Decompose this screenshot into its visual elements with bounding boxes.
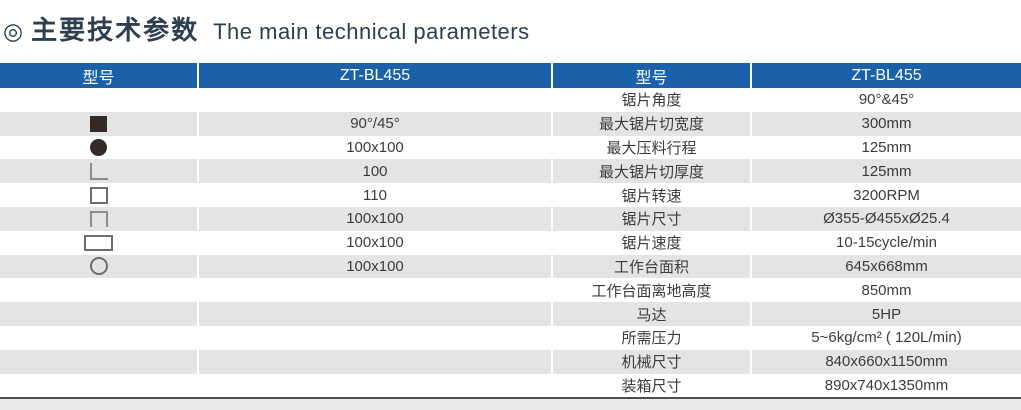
table-bottom-border: [0, 397, 1021, 400]
param-value-cell: 645x668mm: [752, 254, 1021, 279]
table-row: 90°/45° 最大锯片切宽度 300mm: [0, 111, 1021, 136]
spec-table: 型号 ZT-BL455 型号 ZT-BL455 锯片角度 90°&45° 90°…: [0, 63, 1021, 410]
title-chinese: 主要技术参数: [31, 15, 200, 45]
profile-icon-cell: [0, 111, 199, 136]
table-row: 100x100 锯片速度 10-15cycle/min: [0, 230, 1021, 255]
rect-tube-icon: [84, 234, 113, 251]
capacity-cell: [199, 373, 553, 398]
capacity-cell: 100x100: [199, 135, 553, 160]
table-row: 马达 5HP: [0, 302, 1021, 326]
param-name-cell: 装箱尺寸: [553, 373, 752, 398]
capacity-cell: 90°/45°: [199, 111, 553, 136]
table-row: 所需压力 5~6kg/cm² ( 120L/min): [0, 325, 1021, 350]
title-english: The main technical parameters: [213, 19, 530, 44]
param-name-cell: 最大锯片切宽度: [553, 111, 752, 136]
capacity-cell: [199, 88, 553, 112]
capacity-cell: 110: [199, 183, 553, 207]
solid-square-icon: [90, 115, 107, 132]
param-name-cell: 马达: [553, 302, 752, 326]
header-model-left: 型号: [0, 63, 199, 88]
param-name-cell: 锯片角度: [553, 88, 752, 112]
double-circle-icon: ◎: [3, 18, 24, 44]
angle-icon: [89, 162, 108, 180]
table-row: 110 锯片转速 3200RPM: [0, 183, 1021, 207]
profile-icon-cell: [0, 373, 199, 398]
capacity-cell: [199, 302, 553, 326]
param-name-cell: 所需压力: [553, 325, 752, 350]
param-name-cell: 最大锯片切厚度: [553, 159, 752, 184]
param-name-cell: 锯片转速: [553, 183, 752, 207]
bottom-strip: [0, 399, 1021, 410]
capacity-cell: 100x100: [199, 254, 553, 279]
table-header-row: 型号 ZT-BL455 型号 ZT-BL455: [0, 63, 1021, 88]
profile-icon-cell: [0, 206, 199, 231]
param-value-cell: 5HP: [752, 302, 1021, 326]
channel-icon: [89, 210, 108, 227]
table-row: 100x100 锯片尺寸 Ø355-Ø455xØ25.4: [0, 206, 1021, 231]
table-row: 100x100 工作台面积 645x668mm: [0, 254, 1021, 279]
profile-icon-cell: [0, 183, 199, 207]
param-value-cell: 840x660x1150mm: [752, 349, 1021, 374]
profile-icon-cell: [0, 325, 199, 350]
param-value-cell: 125mm: [752, 135, 1021, 160]
param-value-cell: 10-15cycle/min: [752, 230, 1021, 255]
profile-icon-cell: [0, 278, 199, 303]
profile-icon-cell: [0, 230, 199, 255]
square-tube-icon: [89, 186, 108, 204]
capacity-cell: 100: [199, 159, 553, 184]
param-value-cell: 300mm: [752, 111, 1021, 136]
table-row: 100x100 最大压料行程 125mm: [0, 135, 1021, 160]
header-value-left: ZT-BL455: [199, 63, 553, 88]
table-row: 装箱尺寸 890x740x1350mm: [0, 373, 1021, 398]
profile-icon-cell: [0, 135, 199, 160]
param-name-cell: 工作台面积: [553, 254, 752, 279]
capacity-cell: [199, 349, 553, 374]
capacity-cell: [199, 325, 553, 350]
param-value-cell: 3200RPM: [752, 183, 1021, 207]
table-row: 锯片角度 90°&45°: [0, 88, 1021, 112]
profile-icon-cell: [0, 349, 199, 374]
param-name-cell: 工作台面离地高度: [553, 278, 752, 303]
param-value-cell: 5~6kg/cm² ( 120L/min): [752, 325, 1021, 350]
param-name-cell: 锯片尺寸: [553, 206, 752, 231]
header-model-right: 型号: [553, 63, 752, 88]
param-name-cell: 机械尺寸: [553, 349, 752, 374]
param-value-cell: 850mm: [752, 278, 1021, 303]
table-row: 机械尺寸 840x660x1150mm: [0, 349, 1021, 374]
table-row: 工作台面离地高度 850mm: [0, 278, 1021, 303]
param-value-cell: Ø355-Ø455xØ25.4: [752, 206, 1021, 231]
table-row: 100 最大锯片切厚度 125mm: [0, 159, 1021, 184]
profile-icon-cell: [0, 159, 199, 184]
capacity-cell: 100x100: [199, 230, 553, 255]
solid-circle-icon: [90, 138, 107, 156]
page-title: ◎ 主要技术参数 The main technical parameters: [0, 0, 1021, 49]
capacity-cell: 100x100: [199, 206, 553, 231]
profile-icon-cell: [0, 88, 199, 112]
param-value-cell: 125mm: [752, 159, 1021, 184]
profile-icon-cell: [0, 254, 199, 279]
table-body: 锯片角度 90°&45° 90°/45° 最大锯片切宽度 300mm 100x1…: [0, 88, 1021, 398]
param-value-cell: 90°&45°: [752, 88, 1021, 112]
profile-icon-cell: [0, 302, 199, 326]
param-value-cell: 890x740x1350mm: [752, 373, 1021, 398]
param-name-cell: 最大压料行程: [553, 135, 752, 160]
header-value-right: ZT-BL455: [752, 63, 1021, 88]
param-name-cell: 锯片速度: [553, 230, 752, 255]
round-tube-icon: [89, 257, 108, 276]
capacity-cell: [199, 278, 553, 303]
